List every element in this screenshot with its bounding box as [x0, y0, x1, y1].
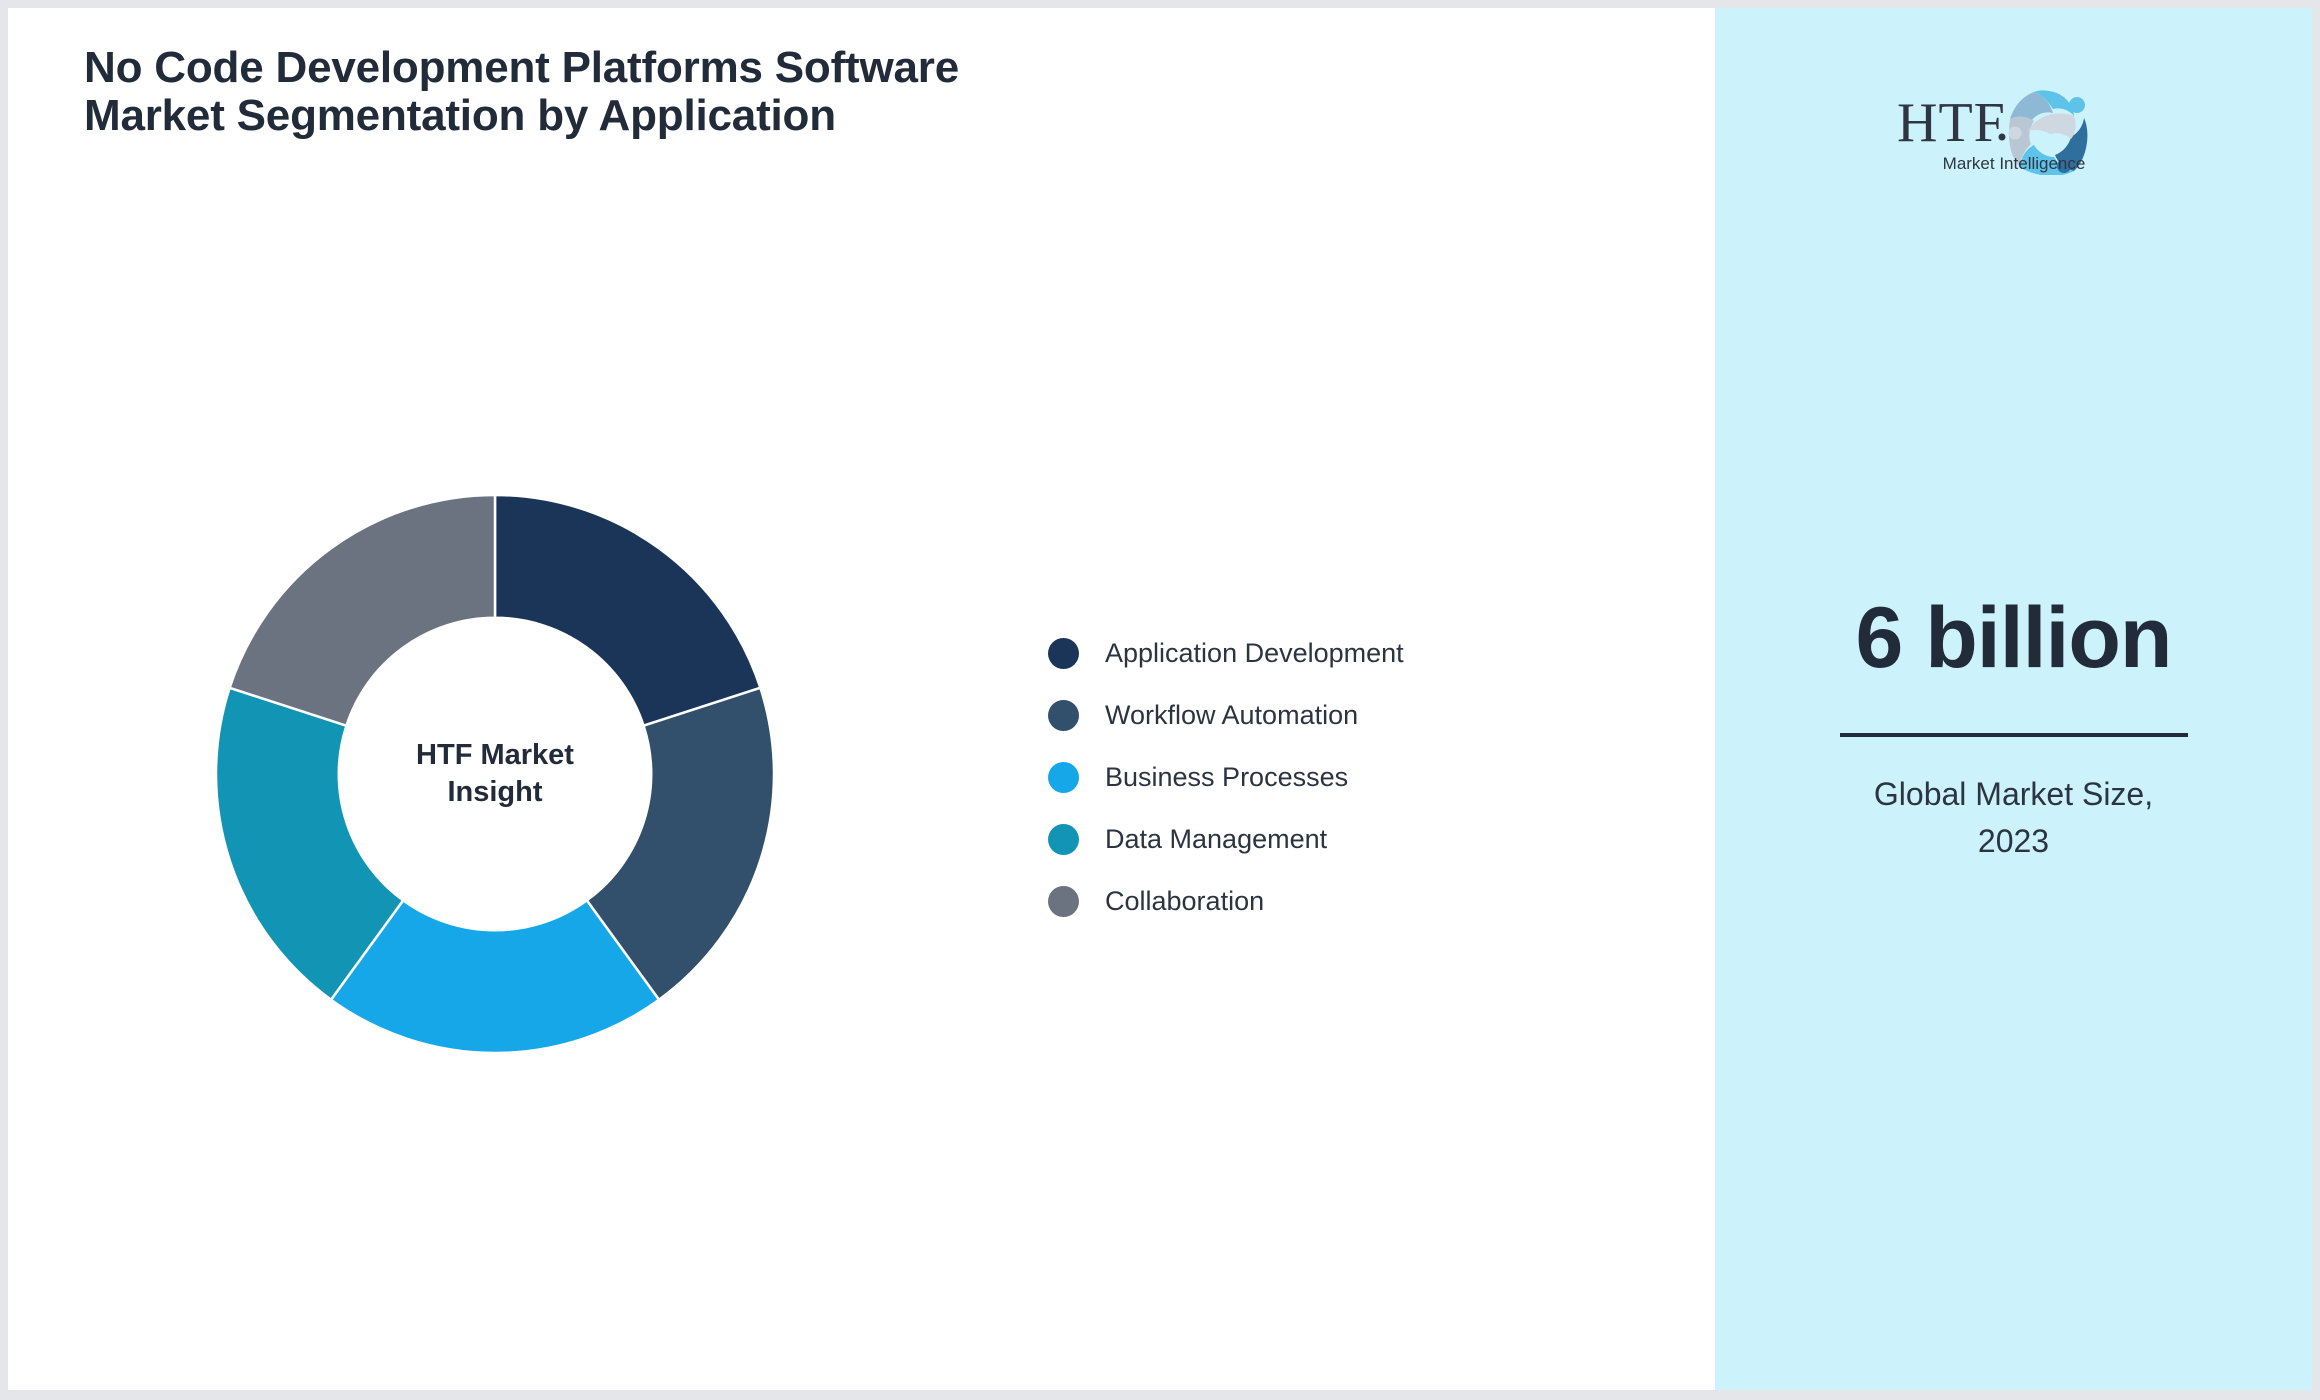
legend-item-label: Data Management	[1105, 823, 1328, 854]
legend-item-collaboration[interactable]: Collaboration	[1048, 870, 1404, 932]
chart-legend: Application Development Workflow Automat…	[1048, 622, 1404, 932]
stat-caption: Global Market Size, 2023	[1873, 776, 2154, 859]
legend-item-label: Business Processes	[1105, 761, 1349, 792]
stat-block: 6 billion Global Market Size, 2023	[1754, 593, 2274, 864]
svg-text:HTF: HTF	[1897, 92, 2006, 154]
stat-divider	[1839, 733, 2188, 738]
htf-logo: HTF Market Intelligence	[1889, 83, 2139, 175]
legend-item-data-management[interactable]: Data Management	[1048, 808, 1404, 870]
infographic-card: No Code Development Platforms Software M…	[8, 8, 2312, 1390]
chart-panel: No Code Development Platforms Software M…	[8, 8, 1715, 1390]
legend-item-label: Application Development	[1105, 637, 1404, 668]
legend-swatch-icon	[1048, 637, 1079, 669]
legend-item-label: Collaboration	[1105, 885, 1265, 916]
donut-slice[interactable]	[214, 686, 405, 1002]
page-title: No Code Development Platforms Software M…	[84, 43, 959, 140]
legend-swatch-icon	[1048, 823, 1079, 855]
legend-item-business-processes[interactable]: Business Processes	[1048, 746, 1404, 808]
legend-item-workflow-automation[interactable]: Workflow Automation	[1048, 684, 1404, 746]
legend-item-application-development[interactable]: Application Development	[1048, 622, 1404, 684]
donut-chart: HTF Market Insight	[203, 482, 787, 1066]
legend-item-label: Workflow Automation	[1105, 699, 1359, 730]
donut-chart-svg	[214, 493, 776, 1055]
stat-panel: HTF Market Intelligence	[1715, 8, 2312, 1390]
legend-swatch-icon	[1048, 885, 1079, 917]
svg-text:Market Intelligence: Market Intelligence	[1942, 154, 2085, 173]
donut-slice[interactable]	[493, 493, 762, 728]
donut-slice[interactable]	[228, 493, 497, 728]
legend-swatch-icon	[1048, 699, 1079, 731]
stat-value: 6 billion	[1855, 590, 2173, 686]
donut-slice[interactable]	[585, 686, 776, 1002]
donut-slice[interactable]	[329, 898, 661, 1055]
legend-swatch-icon	[1048, 761, 1079, 793]
htf-logo-icon: HTF Market Intelligence	[1897, 90, 2087, 175]
